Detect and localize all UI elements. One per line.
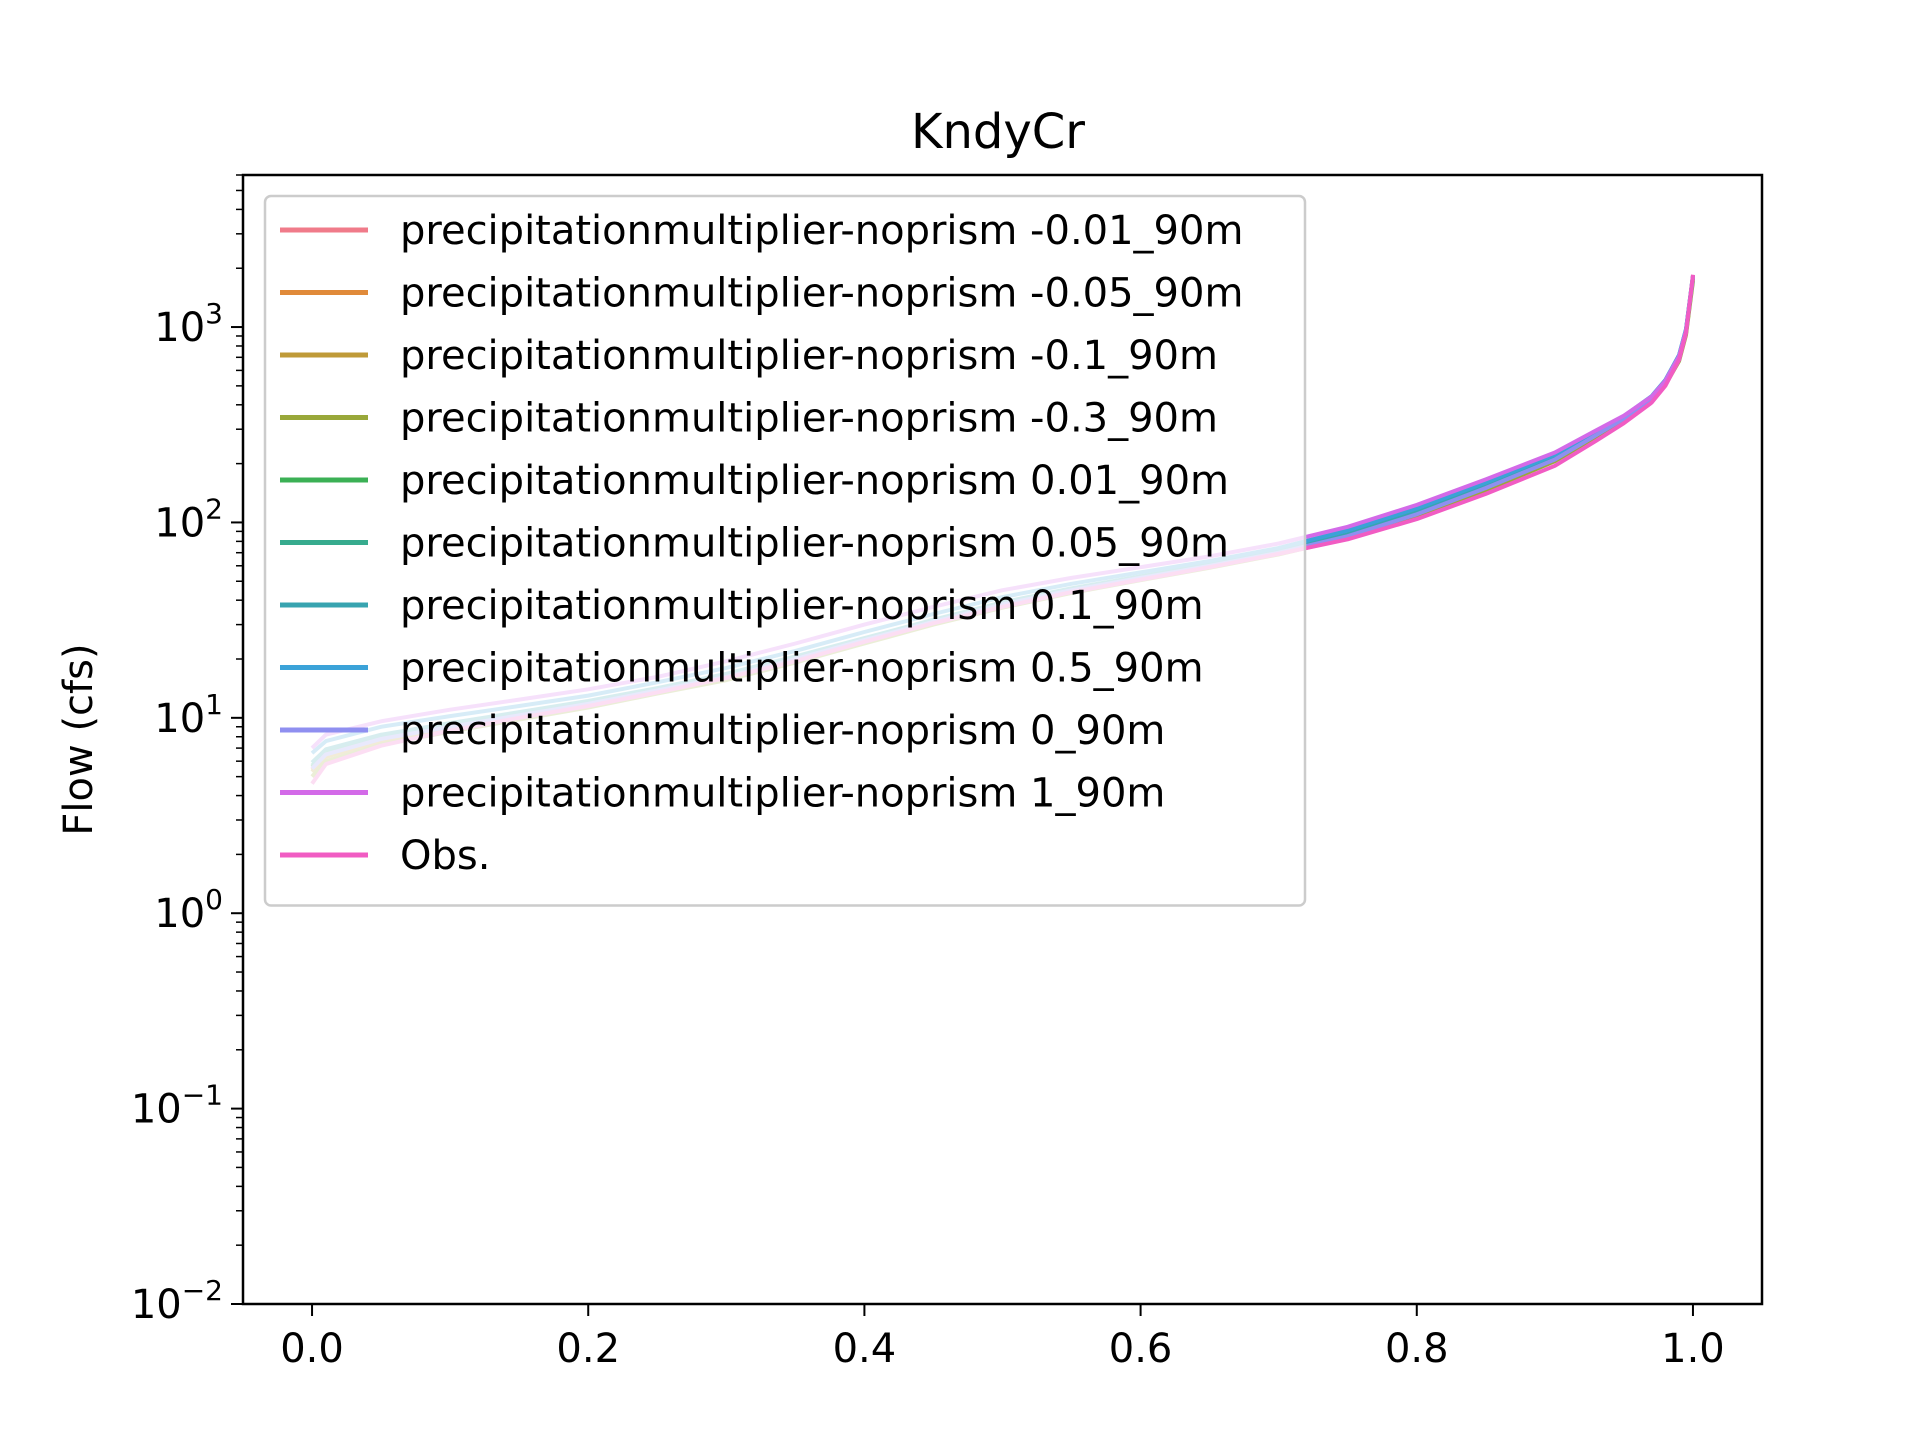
y-tick-label: 10−2 [131,1274,223,1328]
x-tick-label: 0.2 [556,1326,620,1372]
x-tick-label: 1.0 [1661,1326,1725,1372]
legend-box [263,194,1307,907]
legend-label: precipitationmultiplier-noprism -0.01_90… [400,208,1243,254]
y-tick-label: 102 [154,492,223,546]
x-tick-label: 0.6 [1109,1326,1173,1372]
legend-label: precipitationmultiplier-noprism -0.05_90… [400,271,1243,317]
legend-label: precipitationmultiplier-noprism -0.3_90m [400,396,1218,442]
x-tick-label: 0.0 [280,1326,344,1372]
legend-label: precipitationmultiplier-noprism 1_90m [400,771,1165,817]
legend-label: precipitationmultiplier-noprism 0.01_90m [400,458,1229,504]
legend: precipitationmultiplier-noprism -0.01_90… [263,194,1307,907]
axes-layer: 0.0 0.2 0.4 0.6 0.8 1.0 10−2 10−1 100 101 102 103 [131,173,1764,1372]
y-tick-label: 10−1 [131,1079,223,1133]
legend-label: Obs. [400,833,490,879]
plot-frame [241,173,1764,1306]
y-tick-label: 100 [154,883,223,937]
legend-label: precipitationmultiplier-noprism 0.1_90m [400,583,1204,629]
legend-label: precipitationmultiplier-noprism 0.5_90m [400,646,1204,692]
x-tick-label: 0.8 [1385,1326,1449,1372]
legend-label: precipitationmultiplier-noprism 0_90m [400,708,1165,754]
y-axis-title: Flow (cfs) [56,643,102,835]
y-tick-label: 101 [154,688,223,742]
chart-title: KndyCr [911,104,1085,160]
legend-label: precipitationmultiplier-noprism -0.1_90m [400,333,1218,379]
x-tick-label: 0.4 [833,1326,897,1372]
legend-label: precipitationmultiplier-noprism 0.05_90m [400,521,1229,567]
y-tick-label: 103 [154,297,223,351]
